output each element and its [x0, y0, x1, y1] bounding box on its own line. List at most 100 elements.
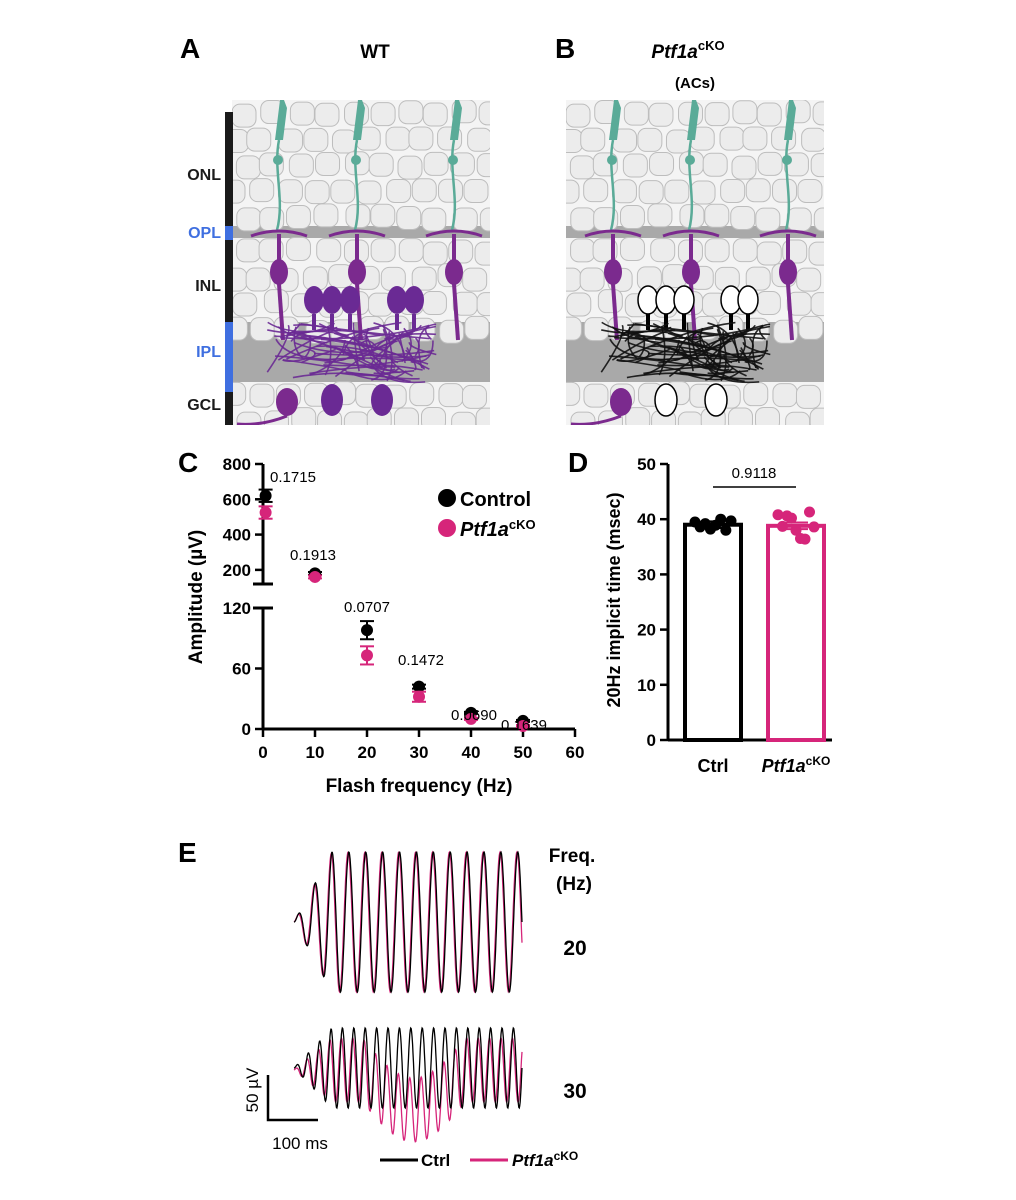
layer-bar-gcl — [225, 392, 233, 425]
cell — [742, 126, 768, 151]
cell — [611, 179, 637, 204]
cell — [291, 407, 317, 425]
panel-c: C 200 400 600 800 0 60 120 0 10 20 30 40 50 60 Flash f… — [178, 447, 584, 797]
ipl-neurite — [374, 363, 423, 371]
ipl-neurite — [274, 355, 400, 374]
cell — [474, 241, 490, 266]
y-tick-label: 40 — [637, 510, 656, 529]
y-tick-label: 30 — [637, 565, 656, 584]
cell — [690, 180, 716, 205]
cell — [732, 238, 758, 263]
ipl-neurite — [685, 370, 741, 381]
ipl-neurite — [705, 364, 760, 384]
category-label-cko: Ptf1acKO — [762, 754, 831, 776]
cell — [249, 383, 275, 408]
bipolar-dendrite — [328, 229, 386, 238]
ipl-neurite — [611, 326, 662, 344]
bipolar-soma — [682, 259, 700, 285]
cell — [583, 178, 609, 203]
cell — [702, 152, 728, 177]
cell — [398, 238, 424, 263]
cell — [277, 179, 303, 204]
p-value-label: 0.1472 — [398, 652, 444, 669]
amacrine-soma — [404, 286, 424, 314]
cell — [743, 382, 769, 407]
cell — [315, 151, 341, 176]
cell — [566, 381, 581, 406]
cell — [570, 238, 596, 263]
cell — [370, 238, 396, 263]
layer-label-ipl: IPL — [196, 344, 221, 361]
cell — [316, 238, 342, 263]
ipl-neurite — [747, 340, 768, 363]
y-tick-label: 20 — [637, 621, 656, 640]
photoreceptor-axon — [450, 139, 457, 231]
layer-bar-inl — [225, 240, 233, 322]
ipl-neurite — [654, 338, 706, 349]
cell — [398, 100, 424, 125]
freq-label-20: 20 — [563, 937, 586, 960]
cell — [795, 384, 821, 409]
data-point — [413, 690, 425, 703]
cell — [422, 241, 448, 266]
cell — [756, 102, 782, 127]
cell — [421, 291, 447, 316]
data-point — [786, 512, 797, 524]
panel-b-letter: B — [555, 33, 575, 64]
cell — [461, 384, 487, 409]
data-point — [259, 506, 272, 519]
ipl-neurite — [417, 361, 425, 370]
cell — [719, 126, 745, 151]
legend-ctrl-label: Ctrl — [421, 1151, 450, 1170]
cell — [786, 207, 812, 232]
legend-cko-main: Ptf1a — [512, 1151, 554, 1170]
cell — [411, 266, 437, 291]
cell — [797, 178, 823, 203]
ipl-neurite — [413, 340, 434, 363]
y-axis-title: Amplitude (µV) — [186, 530, 207, 664]
ipl-neurite — [751, 325, 764, 369]
x-tick-label: 20 — [358, 743, 377, 762]
data-point — [517, 719, 529, 732]
cell — [423, 151, 449, 176]
cell — [411, 178, 437, 203]
bipolar-soma — [270, 259, 288, 285]
cell — [464, 315, 490, 340]
ipl-neurite — [373, 370, 415, 375]
photoreceptor-axon — [784, 139, 791, 231]
cell — [370, 102, 396, 127]
cell — [396, 205, 422, 230]
cell — [810, 292, 824, 317]
cell — [619, 237, 645, 262]
ipl-neurite — [285, 329, 381, 338]
photoreceptor-outer-segment — [784, 100, 796, 140]
chart-implicit-time: 0 10 20 30 40 50 20Hz implicit time (msec) Ctrl… — [604, 455, 832, 776]
data-point — [790, 524, 802, 536]
cell — [755, 291, 781, 316]
photoreceptor-soma — [607, 155, 617, 165]
cell — [438, 383, 464, 408]
cell — [463, 178, 489, 203]
cell — [566, 179, 580, 204]
cell — [236, 238, 262, 263]
cell — [409, 382, 435, 407]
cell — [232, 381, 247, 406]
cell — [720, 178, 746, 203]
x-tick-label: 40 — [462, 743, 481, 762]
category-label-ctrl: Ctrl — [698, 756, 729, 776]
p-value-label: 0.0690 — [451, 707, 497, 724]
layer-label-onl: ONL — [187, 167, 221, 184]
cell — [245, 267, 271, 292]
panel-b-title: Ptf1acKO — [651, 38, 724, 63]
cell — [730, 205, 756, 230]
p-value-label: 0.9118 — [732, 465, 777, 482]
ipl-neurite — [266, 324, 290, 373]
ipl-neurite — [406, 347, 417, 371]
ipl-neurite — [277, 326, 328, 344]
ipl-neurite — [703, 356, 730, 371]
data-point — [715, 513, 727, 525]
y-tick-label: 10 — [637, 676, 656, 695]
cell — [704, 102, 730, 127]
cell — [476, 153, 490, 178]
panel-a-title: WT — [360, 42, 390, 63]
